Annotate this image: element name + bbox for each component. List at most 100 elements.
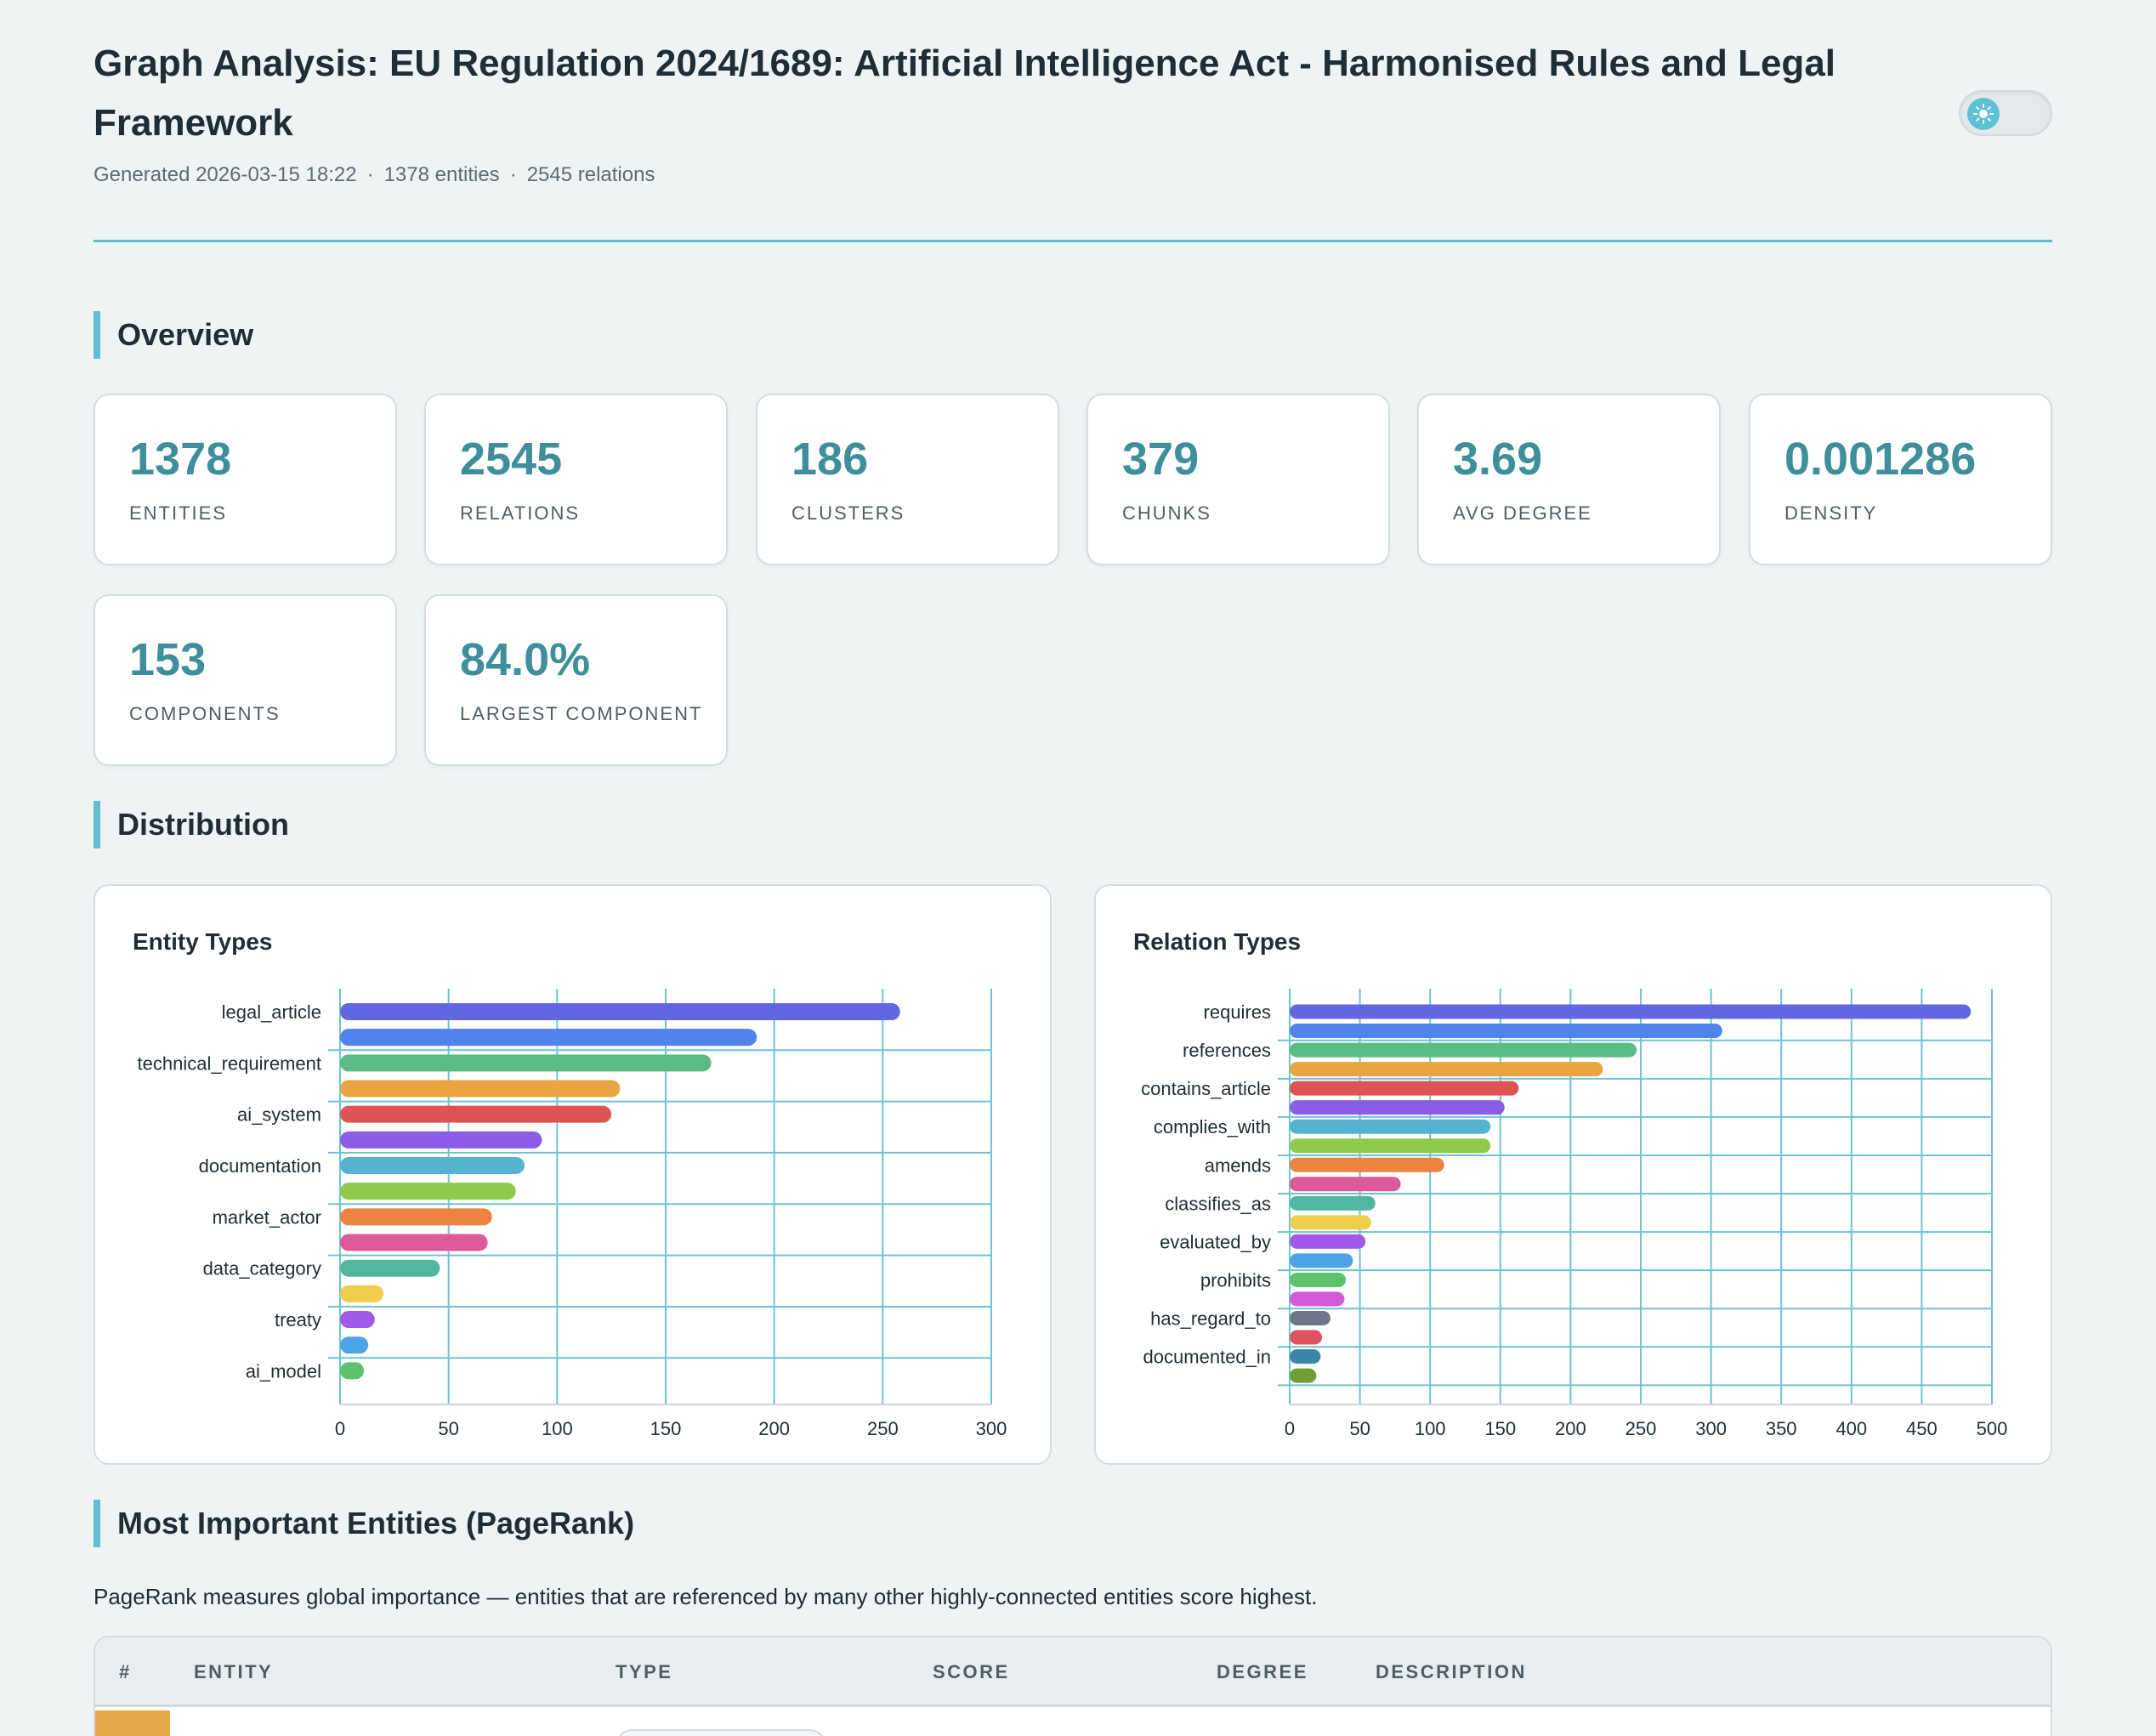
category-label: treaty bbox=[275, 1309, 321, 1330]
stat-card-entities: 1378 ENTITIES bbox=[94, 394, 397, 565]
stat-card-chunks: 379 CHUNKS bbox=[1087, 394, 1390, 565]
page-title: Graph Analysis: EU Regulation 2024/1689:… bbox=[94, 43, 1836, 144]
chart-bar[interactable] bbox=[340, 1362, 365, 1380]
chart-bar[interactable] bbox=[340, 1131, 542, 1149]
x-tick-label: 150 bbox=[650, 1418, 682, 1439]
stat-label: RELATIONS bbox=[460, 502, 581, 524]
chart-bar[interactable] bbox=[1290, 1330, 1322, 1345]
entity-types-chart: legal_article technical_requirement ai_sys… bbox=[138, 989, 1007, 1439]
chart-bar[interactable] bbox=[1290, 1004, 1972, 1019]
chart-title: Relation Types bbox=[1133, 928, 1302, 955]
category-label: data_category bbox=[203, 1258, 321, 1279]
chart-bar[interactable] bbox=[340, 1105, 612, 1123]
chart-bar[interactable] bbox=[340, 1029, 757, 1047]
chart-bar[interactable] bbox=[1290, 1177, 1401, 1192]
chart-bar[interactable] bbox=[340, 1054, 712, 1072]
chart-bar[interactable] bbox=[1290, 1100, 1505, 1115]
chart-bar[interactable] bbox=[340, 1208, 492, 1226]
chart-bar[interactable] bbox=[1290, 1119, 1491, 1134]
stat-value: 379 bbox=[1122, 434, 1200, 485]
chart-gridlines bbox=[1278, 989, 1993, 1404]
category-label: has_regard_to bbox=[1150, 1308, 1271, 1330]
table-header: # ENTITY TYPE SCORE DEGREE DESCRIPTION bbox=[95, 1637, 2051, 1707]
x-tick-label: 250 bbox=[867, 1418, 899, 1439]
category-label: documentation bbox=[199, 1155, 321, 1177]
stat-card-components: 153 COMPONENTS bbox=[94, 594, 397, 766]
column-header-degree[interactable]: DEGREE bbox=[1217, 1661, 1308, 1682]
x-tick-label: 200 bbox=[1555, 1418, 1586, 1439]
pagerank-heading: Most Important Entities (PageRank) bbox=[94, 1500, 634, 1547]
stat-card-avg-degree: 3.69 AVG DEGREE bbox=[1417, 394, 1721, 565]
stat-value: 0.001286 bbox=[1784, 434, 1977, 485]
chart-bar[interactable] bbox=[340, 1183, 516, 1200]
chart-bar[interactable] bbox=[340, 1080, 621, 1098]
distribution-heading: Distribution bbox=[94, 801, 289, 848]
stat-label: COMPONENTS bbox=[129, 703, 281, 724]
pagerank-description: PageRank measures global importance — en… bbox=[94, 1584, 1318, 1609]
stat-card-density: 0.001286 DENSITY bbox=[1749, 394, 2052, 565]
chart-bar[interactable] bbox=[1290, 1138, 1491, 1154]
type-badge bbox=[616, 1729, 826, 1736]
category-label: classifies_as bbox=[1165, 1193, 1271, 1214]
chart-bar[interactable] bbox=[1290, 1311, 1330, 1326]
chart-bar[interactable] bbox=[340, 1336, 369, 1354]
chart-bar[interactable] bbox=[1290, 1157, 1444, 1172]
column-header-entity[interactable]: ENTITY bbox=[194, 1661, 274, 1682]
category-label: contains_article bbox=[1141, 1078, 1271, 1099]
x-tick-label: 450 bbox=[1906, 1418, 1938, 1439]
stat-value: 3.69 bbox=[1453, 434, 1543, 485]
category-label: evaluated_by bbox=[1160, 1231, 1271, 1252]
column-header-score[interactable]: SCORE bbox=[933, 1661, 1010, 1682]
chart-bar[interactable] bbox=[1290, 1253, 1353, 1268]
x-tick-label: 400 bbox=[1835, 1418, 1867, 1439]
relation-types-chart: requires references contains_articlecompli… bbox=[1141, 989, 2008, 1439]
toggle-knob[interactable] bbox=[1967, 98, 2000, 130]
stat-label: LARGEST COMPONENT bbox=[460, 703, 703, 724]
x-tick-label: 350 bbox=[1766, 1418, 1797, 1439]
sun-icon bbox=[1973, 104, 1994, 124]
x-tick-label: 150 bbox=[1484, 1418, 1516, 1439]
chart-bar[interactable] bbox=[340, 1234, 488, 1251]
stat-card-clusters: 186 CLUSTERS bbox=[756, 394, 1059, 565]
x-tick-label: 50 bbox=[438, 1418, 458, 1439]
theme-toggle[interactable] bbox=[1959, 90, 2052, 136]
entities-count-meta: 1378 entities bbox=[383, 163, 500, 186]
chart-bar[interactable] bbox=[340, 1311, 375, 1329]
column-header-description[interactable]: DESCRIPTION bbox=[1376, 1661, 1527, 1682]
chart-bar[interactable] bbox=[1290, 1234, 1366, 1249]
stat-value: 153 bbox=[129, 634, 207, 685]
stat-value: 84.0% bbox=[460, 634, 591, 685]
header-divider bbox=[94, 240, 2052, 242]
chart-bar[interactable] bbox=[1290, 1081, 1519, 1096]
stat-label: CLUSTERS bbox=[791, 502, 905, 524]
chart-bar[interactable] bbox=[340, 1157, 525, 1175]
x-tick-label: 300 bbox=[1695, 1418, 1727, 1439]
category-label: legal_article bbox=[222, 1001, 321, 1023]
x-tick-label: 100 bbox=[542, 1418, 573, 1439]
chart-bar[interactable] bbox=[1290, 1024, 1722, 1039]
chart-bar[interactable] bbox=[340, 1285, 384, 1302]
relation-types-chart-card: requires references contains_article compli… bbox=[1094, 884, 2052, 1465]
chart-bar[interactable] bbox=[1290, 1272, 1347, 1287]
stat-value: 1378 bbox=[129, 434, 232, 485]
chart-bar[interactable] bbox=[1290, 1042, 1637, 1058]
generated-timestamp: Generated 2026-03-15 18:22 bbox=[94, 163, 357, 186]
chart-title: Entity Types bbox=[133, 928, 273, 955]
x-tick-label: 0 bbox=[1285, 1418, 1295, 1439]
chart-bar[interactable] bbox=[1290, 1368, 1317, 1383]
chart-bar[interactable] bbox=[1290, 1195, 1376, 1211]
stat-value: 2545 bbox=[460, 434, 563, 485]
column-header-rank[interactable]: # bbox=[119, 1661, 132, 1682]
relations-count-meta: 2545 relations bbox=[526, 163, 655, 186]
column-header-type[interactable]: TYPE bbox=[616, 1661, 673, 1682]
chart-bar[interactable] bbox=[1290, 1215, 1371, 1230]
chart-bar[interactable] bbox=[1290, 1349, 1321, 1364]
chart-bar[interactable] bbox=[1290, 1062, 1603, 1077]
chart-bar[interactable] bbox=[1290, 1291, 1345, 1307]
category-label: prohibits bbox=[1200, 1269, 1271, 1291]
x-tick-label: 500 bbox=[1977, 1418, 2008, 1439]
x-tick-label: 300 bbox=[976, 1418, 1007, 1439]
chart-bar[interactable] bbox=[340, 1259, 440, 1277]
chart-bar[interactable] bbox=[340, 1003, 900, 1020]
category-label: technical_requirement bbox=[138, 1052, 321, 1074]
